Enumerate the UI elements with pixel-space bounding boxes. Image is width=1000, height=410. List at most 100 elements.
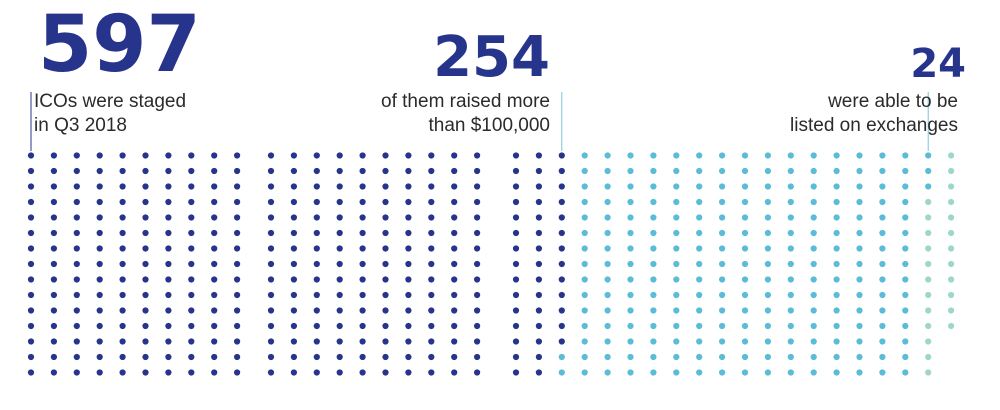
dot-staged (428, 167, 435, 175)
dot-staged (336, 260, 343, 268)
dot-raised (673, 260, 680, 268)
dot-staged (474, 198, 481, 206)
dot-raised (604, 369, 611, 376)
dot-raised (787, 167, 794, 175)
dot-staged (73, 307, 80, 314)
stat-caption-raised: of them raised more than $100,000 (381, 90, 550, 138)
dot-staged (512, 260, 520, 268)
caption-line: than $100,000 (428, 115, 550, 136)
dot-listed (948, 229, 955, 237)
dot-raised (741, 229, 749, 237)
dot-staged (428, 260, 435, 268)
dot-staged (50, 260, 58, 268)
dot-raised (764, 338, 772, 345)
dot-staged (188, 152, 195, 159)
dot-listed (948, 183, 955, 190)
dot-staged (474, 322, 481, 330)
dot-staged (211, 198, 218, 206)
dot-raised (581, 353, 588, 361)
dot-raised (741, 369, 749, 376)
dot-staged (211, 183, 218, 190)
dot-raised (650, 307, 657, 314)
dot-staged (50, 322, 58, 330)
dot-raised (719, 214, 726, 221)
dot-listed (925, 229, 932, 237)
dot-staged (50, 229, 58, 237)
dot-staged (558, 245, 565, 252)
dot-staged (165, 353, 172, 361)
dot-raised (879, 276, 886, 283)
dot-raised (719, 229, 726, 237)
dot-raised (581, 307, 588, 314)
dot-raised (879, 183, 886, 190)
dot-raised (810, 307, 817, 314)
dot-staged (234, 198, 241, 206)
dot-staged (96, 198, 103, 206)
dot-staged (336, 198, 343, 206)
stat-caption-staged: ICOs were staged in Q3 2018 (34, 90, 186, 138)
dot-raised (764, 307, 772, 314)
dot-raised (696, 183, 703, 190)
dot-staged (313, 229, 320, 237)
dot-raised (787, 183, 794, 190)
dot-raised (696, 338, 703, 345)
dot-staged (474, 307, 481, 314)
dot-raised (696, 260, 703, 268)
dot-staged (165, 229, 172, 237)
dot-staged (535, 291, 543, 299)
dot-raised (719, 338, 726, 345)
dot-raised (581, 214, 588, 221)
dot-staged (142, 152, 149, 159)
dot-staged (27, 167, 35, 175)
dot-staged (96, 245, 103, 252)
dot-staged (96, 152, 103, 159)
dot-raised (833, 229, 840, 237)
dot-raised (787, 214, 794, 221)
dot-staged (336, 291, 343, 299)
dot-raised (719, 152, 726, 159)
dot-staged (119, 167, 126, 175)
dot-staged (188, 338, 195, 345)
dot-raised (810, 198, 817, 206)
dot-raised (787, 276, 794, 283)
dot-raised (879, 198, 886, 206)
dot-raised (810, 338, 817, 345)
dot-staged (267, 307, 275, 314)
dot-raised (902, 183, 909, 190)
dot-raised (764, 198, 772, 206)
dot-staged (50, 353, 58, 361)
dot-raised (787, 260, 794, 268)
dot-raised (787, 245, 794, 252)
dot-raised (741, 291, 749, 299)
dot-staged (512, 198, 520, 206)
dot-raised (673, 152, 680, 159)
dot-staged (535, 353, 543, 361)
dot-staged (451, 260, 458, 268)
dot-staged (382, 183, 389, 190)
dot-staged (96, 369, 103, 376)
dot-listed (948, 167, 955, 175)
dot-staged (119, 307, 126, 314)
dot-staged (188, 229, 195, 237)
dot-raised (833, 214, 840, 221)
dot-listed (925, 338, 932, 345)
dot-raised (764, 322, 772, 330)
caption-line: of them raised more (381, 91, 550, 112)
dot-staged (165, 291, 172, 299)
dot-staged (382, 369, 389, 376)
dot-staged (188, 369, 195, 376)
dot-staged (290, 260, 297, 268)
dot-staged (234, 167, 241, 175)
dot-staged (188, 307, 195, 314)
dot-raised (627, 322, 634, 330)
dot-listed (948, 260, 955, 268)
dot-raised (833, 369, 840, 376)
dot-listed (925, 245, 932, 252)
dot-raised (604, 245, 611, 252)
dot-staged (382, 307, 389, 314)
dot-raised (833, 353, 840, 361)
dot-staged (73, 338, 80, 345)
dot-staged (428, 183, 435, 190)
dot-raised (833, 183, 840, 190)
